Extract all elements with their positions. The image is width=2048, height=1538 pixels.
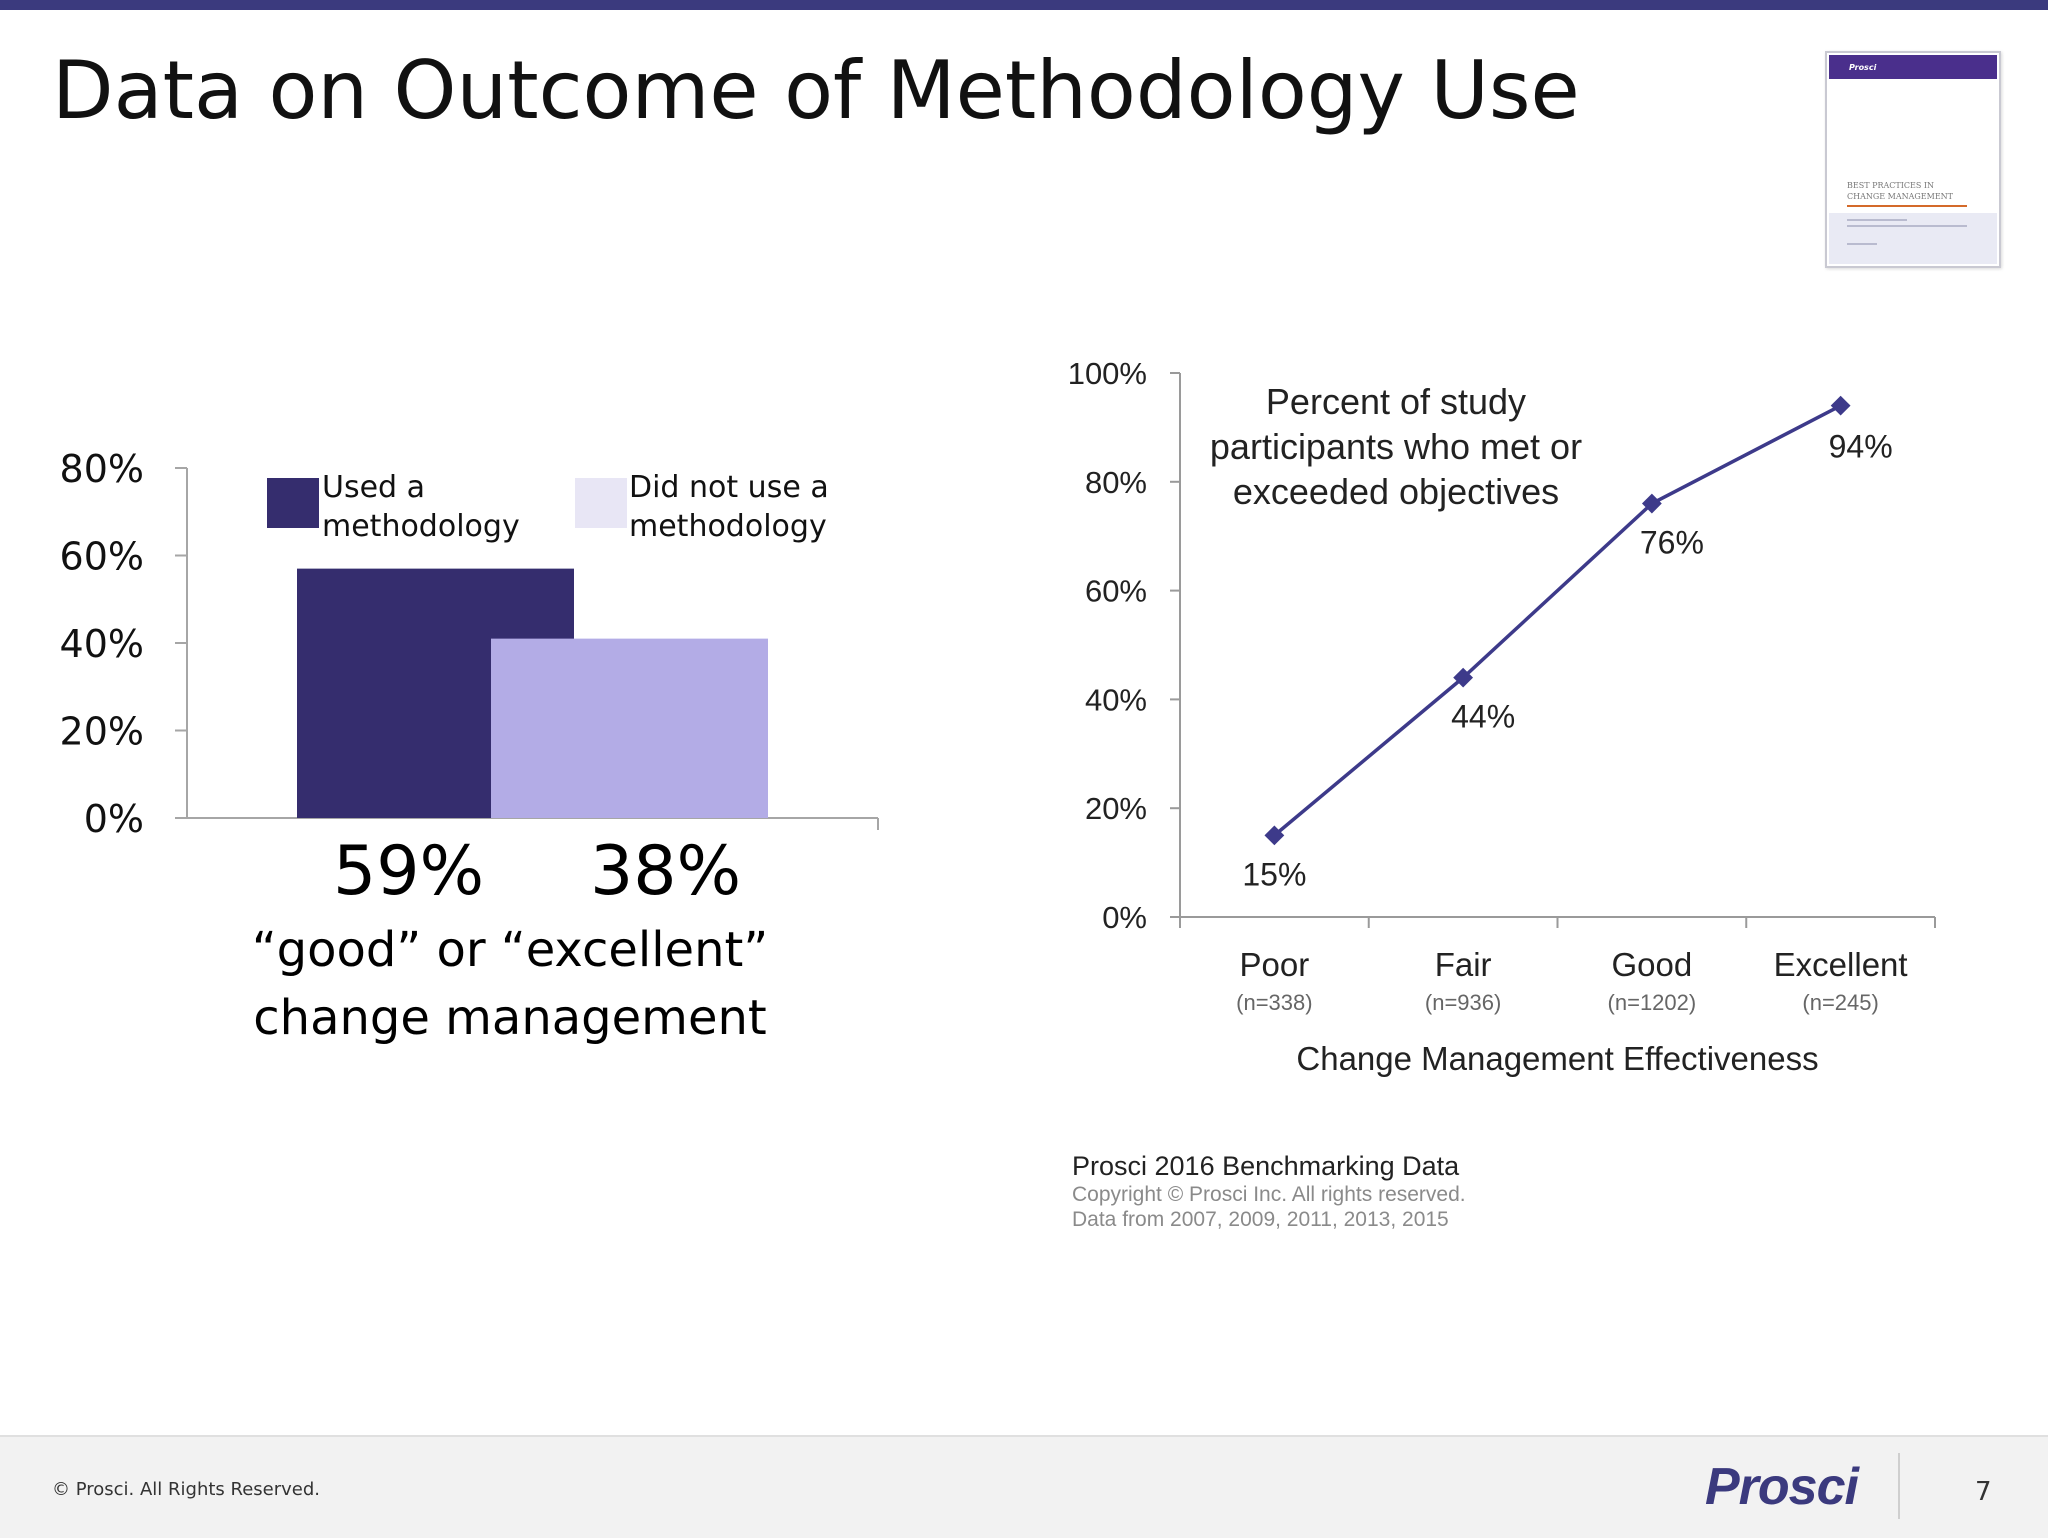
right-y-tick-label: 40%: [1085, 682, 1147, 717]
footer-copyright: © Prosci. All Rights Reserved.: [52, 1479, 321, 1500]
data-point: [1641, 493, 1662, 514]
x-category-label: Poor: [1240, 946, 1310, 983]
line-chart-title: Percent of study: [1266, 381, 1526, 422]
line-chart-title: exceeded objectives: [1233, 471, 1559, 512]
left-y-tick-label: 0%: [84, 797, 144, 841]
x-category-count: (n=1202): [1608, 990, 1697, 1015]
report-cover-line: [1847, 219, 1907, 221]
report-cover-brand: Prosci: [1849, 63, 1877, 72]
legend-label: methodology: [322, 509, 520, 544]
x-category-count: (n=338): [1236, 990, 1312, 1015]
right-y-tick-label: 80%: [1085, 465, 1147, 500]
report-cover-title-line2: CHANGE MANAGEMENT: [1847, 192, 1953, 201]
data-label: 94%: [1829, 429, 1893, 465]
legend-swatch: [575, 478, 627, 528]
top-accent-bar: [0, 0, 2048, 10]
legend-label: methodology: [629, 509, 827, 544]
x-category-label: Fair: [1435, 946, 1492, 983]
data-label: 15%: [1242, 856, 1306, 892]
source-line2: Copyright © Prosci Inc. All rights reser…: [1072, 1183, 1466, 1206]
data-label: 44%: [1451, 699, 1515, 735]
left-y-tick-label: 60%: [60, 535, 144, 579]
x-category-label: Good: [1612, 946, 1693, 983]
report-cover-line: [1847, 225, 1967, 227]
left-caption-line2: change management: [253, 990, 767, 1046]
page-title: Data on Outcome of Methodology Use: [52, 44, 1580, 137]
report-cover-title-line1: BEST PRACTICES IN: [1847, 181, 1935, 190]
right-y-tick-label: 100%: [1068, 356, 1147, 391]
footer: © Prosci. All Rights Reserved. Prosci 7: [0, 1435, 2048, 1538]
legend-label: Did not use a: [629, 470, 829, 505]
left-y-tick-label: 20%: [60, 710, 144, 754]
right-y-tick-label: 60%: [1085, 574, 1147, 609]
left-y-tick-label: 80%: [60, 447, 144, 491]
data-point: [1264, 825, 1285, 846]
left-chart-caption: “good” or “excellent” change management: [210, 916, 810, 1052]
left-caption-line1: “good” or “excellent”: [251, 922, 769, 978]
report-cover-thumbnail: Prosci BEST PRACTICES IN CHANGE MANAGEME…: [1825, 51, 2001, 268]
x-category-label: Excellent: [1774, 946, 1908, 983]
source-line1: Prosci 2016 Benchmarking Data: [1072, 1151, 1460, 1181]
line-chart-title: participants who met or: [1210, 426, 1582, 467]
x-category-count: (n=245): [1802, 990, 1878, 1015]
page-number: 7: [1975, 1477, 1992, 1507]
prosci-logo: Prosci: [1705, 1458, 1859, 1516]
bar-did-not-use-methodology: [491, 638, 768, 818]
data-label: 76%: [1640, 525, 1704, 561]
report-cover-lower-panel: [1829, 213, 1997, 264]
not-used-methodology-percent: 38%: [590, 832, 742, 911]
left-y-tick-label: 40%: [60, 622, 144, 666]
series-line: [1273, 404, 1842, 837]
right-y-tick-label: 20%: [1085, 791, 1147, 826]
data-point: [1830, 395, 1851, 416]
used-methodology-percent: 59%: [333, 832, 485, 911]
legend-label: Used a: [322, 470, 425, 505]
right-y-tick-label: 0%: [1102, 900, 1147, 935]
source-line3: Data from 2007, 2009, 2011, 2013, 2015: [1072, 1208, 1449, 1231]
report-cover-line: [1847, 243, 1877, 245]
report-cover-rule: [1847, 205, 1967, 207]
data-point: [1453, 667, 1474, 688]
footer-divider: [1898, 1453, 1900, 1519]
x-category-count: (n=936): [1425, 990, 1501, 1015]
report-cover-band: Prosci: [1829, 55, 1997, 79]
legend-swatch: [267, 478, 319, 528]
source-note: Prosci 2016 Benchmarking Data Copyright …: [1072, 1150, 1466, 1232]
x-axis-title: Change Management Effectiveness: [1296, 1040, 1818, 1077]
